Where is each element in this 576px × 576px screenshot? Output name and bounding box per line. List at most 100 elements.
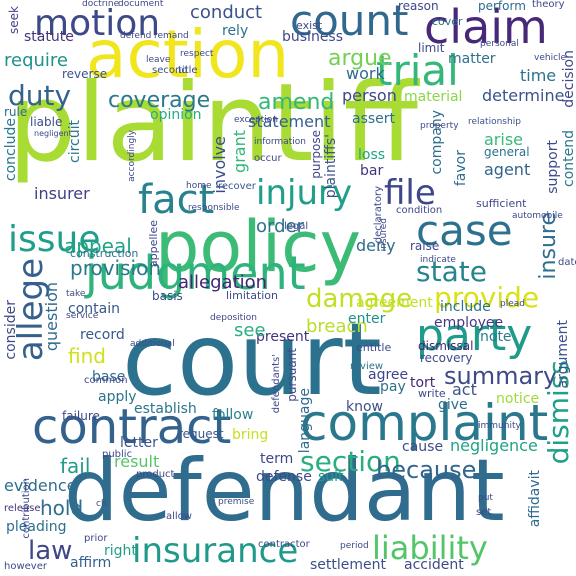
word-order: order [256,216,304,237]
word-vehicle: vehicle [534,53,567,63]
word-allegation: allegation [178,272,268,293]
word-affirm: affirm [70,555,112,571]
word-notice: notice [496,391,540,407]
word-summary: summary [444,362,558,390]
word-act: act [452,380,477,399]
word-know: know [346,399,383,415]
word-indicate: indicate [420,255,456,265]
word-appeal: appeal [64,234,132,258]
word-give: give [438,397,468,413]
word-statute: statute [24,29,74,45]
word-write: write [418,387,446,400]
word-contain: contain [68,301,120,317]
word-automobile: automobile [512,211,563,221]
word-employee: employee [434,315,504,331]
word-suit: suit [318,469,344,485]
word-fail: fail [60,454,91,478]
word-however: however [4,561,47,572]
word-argument: argument [555,320,571,389]
word-contract: contract [32,399,232,455]
word-raise: raise [410,239,440,253]
word-theory: theory [532,0,565,10]
word-plaintiffs: plaintiffs' [323,134,339,199]
word-perform: perform [478,0,526,13]
word-common: common [84,375,128,386]
word-consider: consider [3,300,19,360]
word-failure: failure [62,409,100,423]
word-second: second [152,65,188,76]
word-sufficient: sufficient [476,197,527,210]
word-pursuant: pursuant [285,348,299,402]
word-take: take [66,289,86,299]
word-opinion: opinion [150,107,202,123]
word-public: public [102,449,133,460]
word-claim: claim [424,0,548,54]
word-statement: statement [248,112,331,131]
word-title: title [178,65,198,76]
word-grant: grant [230,130,249,173]
word-contend: contend [561,130,576,187]
word-service: service [66,311,99,321]
word-time: time [520,66,557,85]
word-injury: injury [256,173,353,213]
word-set: set [476,507,492,518]
word-basis: basis [152,289,183,303]
word-follow: follow [212,407,254,423]
word-find: find [68,344,106,368]
word-pay: pay [380,379,406,395]
word-personal: personal [480,39,519,49]
word-establish: establish [134,401,197,417]
word-remand: remand [154,31,189,41]
word-respect: respect [180,49,214,59]
word-affidavit: affidavit [527,470,543,528]
word-right: right [104,543,137,559]
word-agree: agree [368,367,409,383]
word-arise: arise [484,130,524,149]
word-recover: recover [218,181,256,192]
word-agent: agent [484,160,531,179]
word-liability: liability [372,529,488,567]
word-information: information [254,137,306,147]
word-rule: rule [4,105,28,119]
word-negligent: negligent [34,129,72,138]
word-material: material [404,89,463,105]
word-plaintiff: plaintiff [8,61,418,186]
word-motion: motion [34,3,161,44]
word-liable: liable [30,115,63,129]
word-dismissal: dismissal [418,339,474,353]
word-term: term [260,451,294,467]
word-responsible: responsible [188,203,240,213]
word-evidence: evidence [4,476,77,495]
word-duty: duty [8,79,72,112]
word-date: date [558,257,576,268]
word-immunity: immunity [478,421,521,431]
word-negligence: negligence [450,436,538,455]
word-base: base [92,369,126,385]
word-put: put [478,493,493,503]
word-contribution: contribution [21,478,32,539]
word-condition: condition [396,205,443,216]
word-relationship: relationship [468,117,521,127]
word-request: request [178,427,224,441]
word-judgment: judgment [85,246,306,300]
word-argue: argue [328,46,392,71]
word-pleading: pleading [6,519,67,535]
word-document: document [118,0,164,9]
word-hold: hold [40,496,84,520]
word-provide: provide [434,281,540,314]
word-doctrine: doctrine [82,0,120,9]
word-review: review [350,361,384,372]
word-fact: fact [138,177,215,223]
word-appellee: appellee [147,220,160,268]
word-reverse: reverse [62,67,108,81]
word-breach: breach [306,316,368,337]
word-reason: reason [398,0,439,13]
word-see: see [234,320,266,341]
word-provision: provision [70,256,161,280]
word-complaint: complaint [300,394,549,452]
word-general: general [484,145,530,159]
word-allow: allow [166,511,192,522]
word-cause: cause [402,439,444,455]
word-premise: premise [218,497,255,507]
